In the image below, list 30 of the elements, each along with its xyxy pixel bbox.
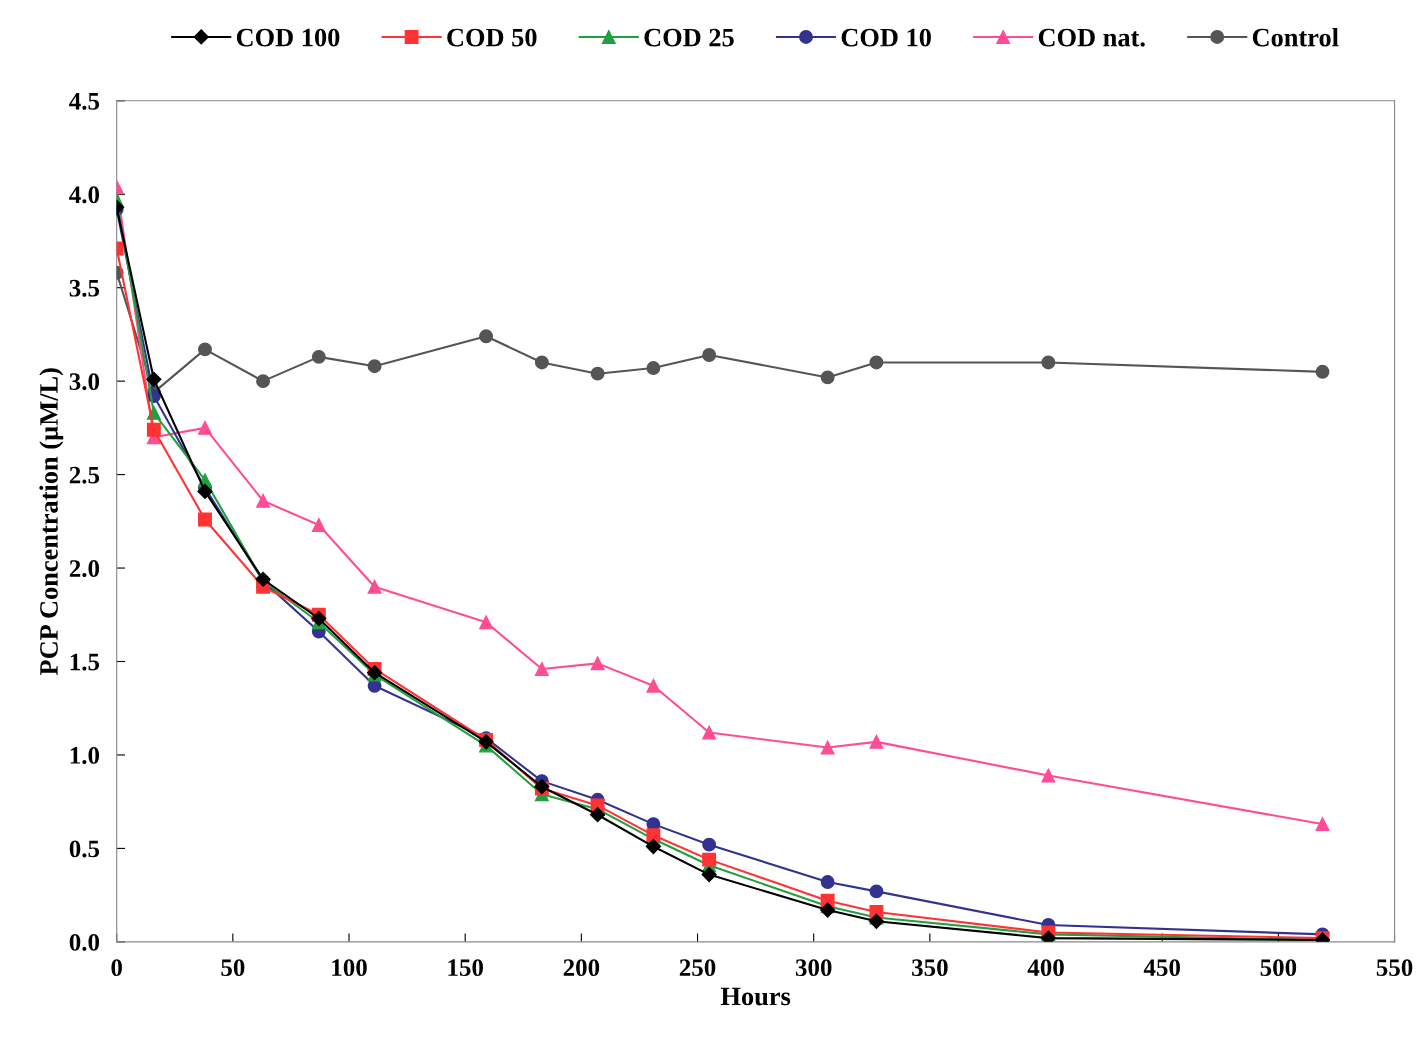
x-tick-label: 300 xyxy=(795,959,832,977)
x-tick-label: 150 xyxy=(448,959,483,977)
x-tick-label: 550 xyxy=(1376,959,1413,977)
legend-label: COD 50 xyxy=(447,28,537,47)
legend-label: COD nat. xyxy=(1038,28,1145,47)
y-tick-label: 4.5 xyxy=(69,93,100,110)
y-tick-label: 4.0 xyxy=(69,186,100,204)
legend-label: COD 100 xyxy=(236,28,340,47)
legend-label: COD 10 xyxy=(841,28,931,47)
y-tick-label: 1.5 xyxy=(70,653,100,671)
legend-label: Control xyxy=(1252,27,1339,47)
x-tick-label: 400 xyxy=(1027,959,1064,977)
y-tick-label: 0.0 xyxy=(69,933,100,951)
x-tick-label: 200 xyxy=(563,959,600,977)
x-tick-label: 50 xyxy=(221,959,245,977)
legend-label: COD 25 xyxy=(644,28,734,47)
y-axis-title: PCP Concentration (µM/L) xyxy=(39,368,64,676)
y-tick-label: 3.0 xyxy=(69,373,100,391)
y-tick-label: 2.5 xyxy=(69,466,100,484)
y-tick-label: 0.5 xyxy=(69,840,100,858)
x-tick-label: 100 xyxy=(332,959,367,977)
x-tick-label: 500 xyxy=(1260,959,1297,977)
y-tick-label: 1.0 xyxy=(70,747,100,764)
x-tick-label: 350 xyxy=(912,959,948,977)
y-tick-label: 2.0 xyxy=(69,560,100,578)
y-tick-label: 3.5 xyxy=(69,279,100,297)
x-axis-title: Hours xyxy=(720,987,791,1006)
x-tick-label: 0 xyxy=(111,959,122,977)
x-tick-label: 450 xyxy=(1143,959,1180,977)
x-tick-label: 250 xyxy=(679,959,716,977)
